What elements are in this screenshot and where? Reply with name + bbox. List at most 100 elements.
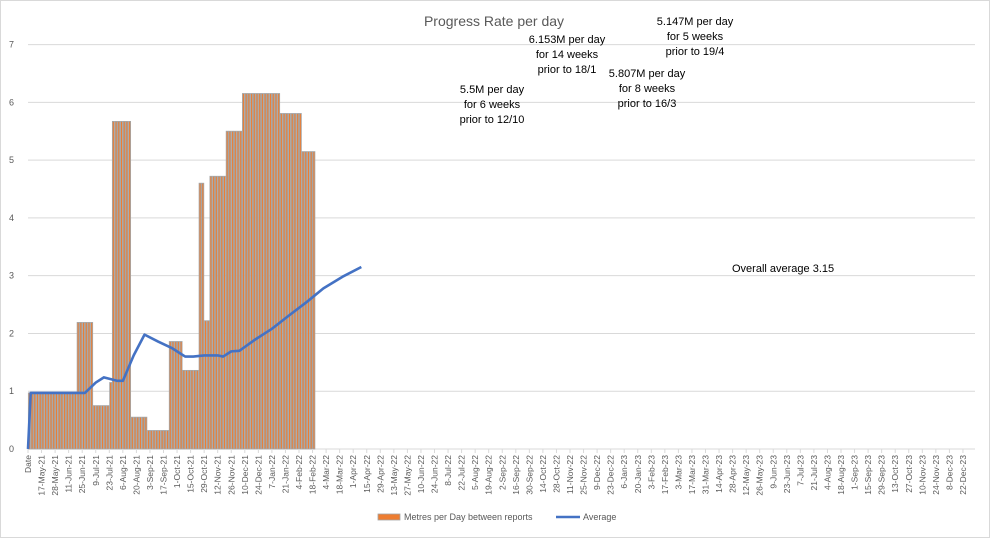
- bar: [312, 151, 316, 450]
- bar: [242, 93, 245, 450]
- x-tick-label: 3-Feb-23: [646, 455, 656, 490]
- x-tick-label: 1-Oct-21: [172, 455, 182, 488]
- bar: [231, 130, 234, 450]
- x-tick-label: 20-Jan-23: [633, 455, 643, 494]
- bar: [182, 369, 186, 450]
- bar: [212, 175, 216, 450]
- x-tick-label: 19-Aug-22: [484, 455, 494, 495]
- annotation-line: for 14 weeks: [536, 49, 599, 61]
- bar: [160, 430, 164, 450]
- bar: [285, 113, 289, 450]
- bar: [147, 430, 150, 450]
- y-tick-label: 3: [9, 271, 14, 281]
- bar: [266, 93, 270, 450]
- y-tick-label: 2: [9, 328, 14, 338]
- legend-label-metres: Metres per Day between reports: [404, 512, 533, 522]
- bar: [141, 416, 145, 450]
- bar: [117, 120, 121, 450]
- bar: [220, 175, 224, 450]
- x-tick-label: 31-Mar-23: [701, 455, 711, 494]
- bar: [44, 392, 48, 450]
- x-tick-label: 18-Aug-23: [836, 455, 846, 495]
- x-tick-label: 21-Jan-22: [280, 455, 290, 494]
- bar: [128, 120, 132, 450]
- bar: [288, 113, 291, 450]
- bar: [125, 120, 129, 450]
- x-tick-label: 1-Sep-23: [850, 455, 860, 490]
- legend-label-average: Average: [583, 512, 616, 522]
- bar: [244, 93, 248, 450]
- x-tick-label: 15-Oct-21: [186, 455, 196, 493]
- bar: [274, 93, 278, 450]
- bar: [228, 130, 232, 450]
- x-tick-label: 5-Aug-22: [470, 455, 480, 490]
- bar: [298, 113, 302, 450]
- annotation-line: 6.153M per day: [529, 34, 606, 46]
- bar: [271, 93, 275, 450]
- x-tick-label: 4-Aug-23: [822, 455, 832, 490]
- x-tick-label: 24-Jun-22: [430, 455, 440, 494]
- bar: [41, 392, 45, 450]
- bar: [296, 113, 300, 450]
- bar: [174, 341, 178, 450]
- bar: [130, 416, 134, 450]
- bar: [195, 369, 199, 450]
- bar: [87, 322, 91, 450]
- legend-swatch-metres: [377, 513, 401, 521]
- bar: [106, 405, 110, 450]
- x-tick-label: 4-Feb-22: [294, 455, 304, 490]
- bar: [52, 392, 56, 450]
- annotation-line: 5.5M per day: [460, 84, 525, 96]
- bar: [111, 120, 115, 450]
- x-tick-label: 14-Oct-22: [538, 455, 548, 493]
- bar: [204, 320, 207, 450]
- x-tick-label: 23-Jul-21: [104, 455, 114, 491]
- bar: [158, 430, 161, 450]
- x-tick-label: 12-May-23: [741, 455, 751, 496]
- bar: [293, 113, 297, 450]
- bar: [65, 392, 69, 450]
- bar: [68, 392, 72, 450]
- x-tick-label: 18-Feb-22: [308, 455, 318, 494]
- bar: [79, 322, 83, 450]
- x-tick-label: Date: [23, 455, 33, 473]
- y-tick-label: 6: [9, 97, 14, 107]
- annotation-line: prior to 18/1: [538, 64, 597, 76]
- bar: [74, 392, 77, 450]
- annotation-line: for 5 weeks: [667, 31, 724, 43]
- x-tick-label: 7-Jan-22: [267, 455, 277, 489]
- x-tick-label: 17-Sep-21: [159, 455, 169, 495]
- y-tick-label: 4: [9, 213, 14, 223]
- x-tick-label: 28-Oct-22: [551, 455, 561, 493]
- bar: [71, 392, 75, 450]
- bar: [263, 93, 267, 450]
- x-tick-label: 26-May-23: [755, 455, 765, 496]
- bar: [46, 392, 50, 450]
- x-tick-label: 28-Apr-23: [728, 455, 738, 493]
- x-tick-label: 3-Sep-21: [145, 455, 155, 490]
- annotation: 6.153M per day for 14 weeks prior to 18/1: [529, 34, 606, 76]
- annotation-line: 5.807M per day: [609, 68, 686, 80]
- bar: [217, 175, 221, 450]
- x-tick-label: 27-May-22: [402, 455, 412, 496]
- bar: [109, 382, 113, 450]
- bar: [155, 430, 159, 450]
- annotation-line: 5.147M per day: [657, 16, 734, 28]
- annotation-line: for 8 weeks: [619, 83, 676, 95]
- bar: [82, 322, 85, 450]
- bar: [247, 93, 251, 450]
- bar: [163, 430, 167, 450]
- x-tick-label: 24-Dec-21: [253, 455, 263, 495]
- x-tick-label: 10-Nov-23: [917, 455, 927, 495]
- x-tick-label: 30-Sep-22: [524, 455, 534, 495]
- x-tick-label: 12-Nov-21: [213, 455, 223, 495]
- x-tick-label: 9-Jul-21: [91, 455, 101, 486]
- bar: [258, 93, 262, 450]
- bar: [225, 130, 229, 450]
- x-tick-label: 29-Oct-21: [199, 455, 209, 493]
- bar: [179, 341, 183, 450]
- bar: [214, 175, 218, 450]
- y-tick-label: 1: [9, 386, 14, 396]
- bar: [36, 392, 39, 450]
